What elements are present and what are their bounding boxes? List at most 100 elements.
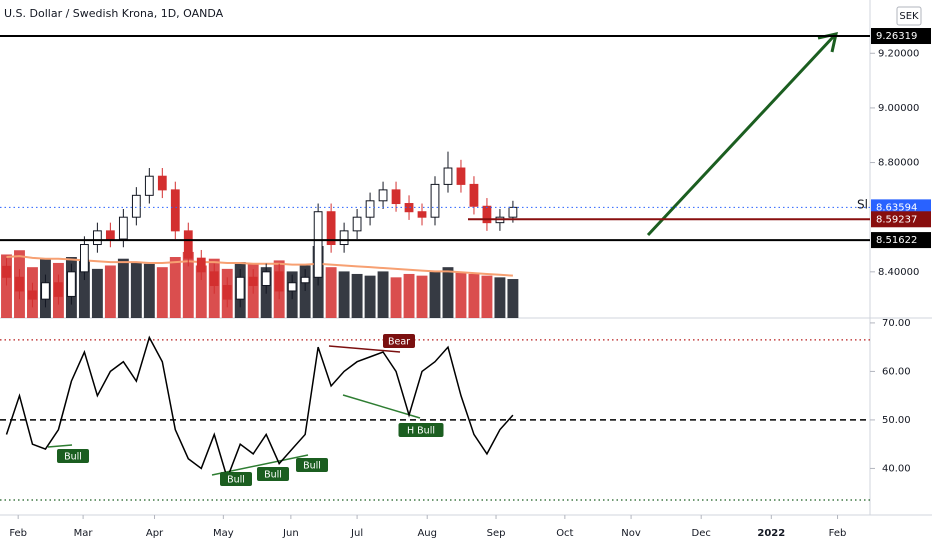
x-tick-label: Oct: [556, 528, 573, 539]
candle-body: [287, 282, 297, 292]
candle-body: [196, 257, 206, 273]
volume-bar: [182, 251, 194, 318]
volume-bar: [156, 267, 168, 318]
candle-body: [222, 284, 232, 300]
volume-bar: [169, 257, 181, 318]
candle-body: [352, 216, 362, 232]
annotation: Bull: [227, 475, 245, 486]
volume-ma: [6, 255, 513, 277]
annotation-bg: [383, 334, 415, 348]
candle-body: [430, 183, 440, 218]
candle-body: [300, 276, 310, 284]
x-tick-label: Feb: [829, 528, 847, 539]
candle-body: [183, 230, 193, 259]
candle-body: [469, 183, 479, 207]
volume-bar: [403, 273, 415, 318]
annotation-bg: [398, 423, 444, 437]
volume-bar: [1, 254, 12, 318]
volume-bar: [494, 277, 506, 318]
annotation-bg: [257, 467, 289, 481]
y-tick-label: 9.00000: [878, 103, 919, 114]
divergence-line: [328, 345, 401, 353]
price-label-bg: [871, 28, 931, 45]
candle-body: [365, 200, 375, 218]
candle-body: [157, 175, 167, 191]
candle-body: [170, 189, 180, 232]
y-tick-label: 70.00: [882, 318, 911, 329]
candle-body: [482, 205, 492, 224]
volume-bar: [195, 265, 207, 318]
annotation: H Bull: [407, 426, 435, 437]
annotation-bg: [57, 449, 89, 463]
annotation: Bull: [303, 461, 321, 472]
candle-body: [2, 265, 11, 278]
volume-bar: [130, 262, 142, 318]
volume-bar: [455, 272, 467, 318]
note: Sl: [857, 198, 868, 212]
candle-body: [313, 211, 323, 278]
price-label: 8.51622: [876, 235, 917, 246]
volume-bar: [442, 267, 454, 318]
volume-bar: [468, 273, 480, 318]
candle-body: [391, 189, 401, 205]
volume-bar: [481, 275, 493, 318]
candle-body: [131, 194, 141, 218]
price-label: 8.59237: [876, 214, 917, 225]
candle-body: [248, 276, 258, 286]
x-tick-label: Mar: [74, 528, 94, 539]
volume-bar: [299, 265, 311, 318]
x-tick-label: Sep: [487, 528, 506, 539]
candle-body: [144, 175, 154, 196]
volume-bar: [104, 265, 116, 318]
annotation-bg: [220, 472, 252, 486]
y-tick-label: 9.20000: [878, 48, 919, 59]
volume-bar: [507, 279, 519, 318]
volume-bar: [91, 268, 103, 318]
candle-body: [378, 189, 388, 202]
candle-body: [261, 271, 271, 286]
volume-bar: [390, 277, 402, 318]
y-tick-label: 40.00: [882, 463, 911, 474]
candle-body: [456, 167, 466, 185]
candle-body: [118, 216, 128, 240]
candle-body: [326, 211, 336, 246]
candle-body: [417, 211, 427, 218]
annotation: Bear: [388, 337, 410, 348]
currency: SEK: [899, 11, 919, 22]
x-tick-label: Jun: [282, 528, 299, 539]
x-tick-label: Dec: [692, 528, 711, 539]
candle-body: [443, 167, 453, 185]
candle-body: [41, 282, 50, 300]
divergence-line: [47, 444, 73, 448]
candle-body: [339, 230, 349, 246]
candle-body: [508, 206, 518, 218]
x-tick-label: Jul: [350, 528, 363, 539]
volume-bar: [377, 271, 389, 318]
volume-bar: [364, 275, 376, 318]
y-tick-label: 50.00: [882, 415, 911, 426]
chart-title: U.S. Dollar / Swedish Krona, 1D, OANDA: [4, 7, 224, 20]
candle-body: [235, 276, 245, 300]
x-tick-label: Apr: [146, 528, 164, 539]
y-tick-label: 8.40000: [878, 267, 919, 278]
x-tick-label: May: [213, 528, 234, 539]
candle-body: [92, 230, 102, 246]
candle-body: [274, 271, 284, 292]
x-tick-label: Nov: [621, 528, 641, 539]
candle-body: [67, 271, 76, 297]
volume-bar: [143, 263, 155, 318]
price-label-bg: [871, 211, 931, 228]
price-label: 9.26319: [876, 31, 917, 42]
price-label: 8.63594: [876, 202, 917, 213]
volume-bar: [117, 258, 129, 318]
annotation-bg: [296, 458, 328, 472]
y-tick-label: 60.00: [882, 366, 911, 377]
candle-body: [28, 290, 37, 300]
candle-body: [54, 282, 63, 297]
annotation: Bull: [64, 452, 82, 463]
volume-bar: [429, 270, 441, 318]
volume-bar: [338, 271, 350, 318]
y-tick-label: 8.80000: [878, 158, 919, 169]
rsi-line: [5, 335, 514, 481]
